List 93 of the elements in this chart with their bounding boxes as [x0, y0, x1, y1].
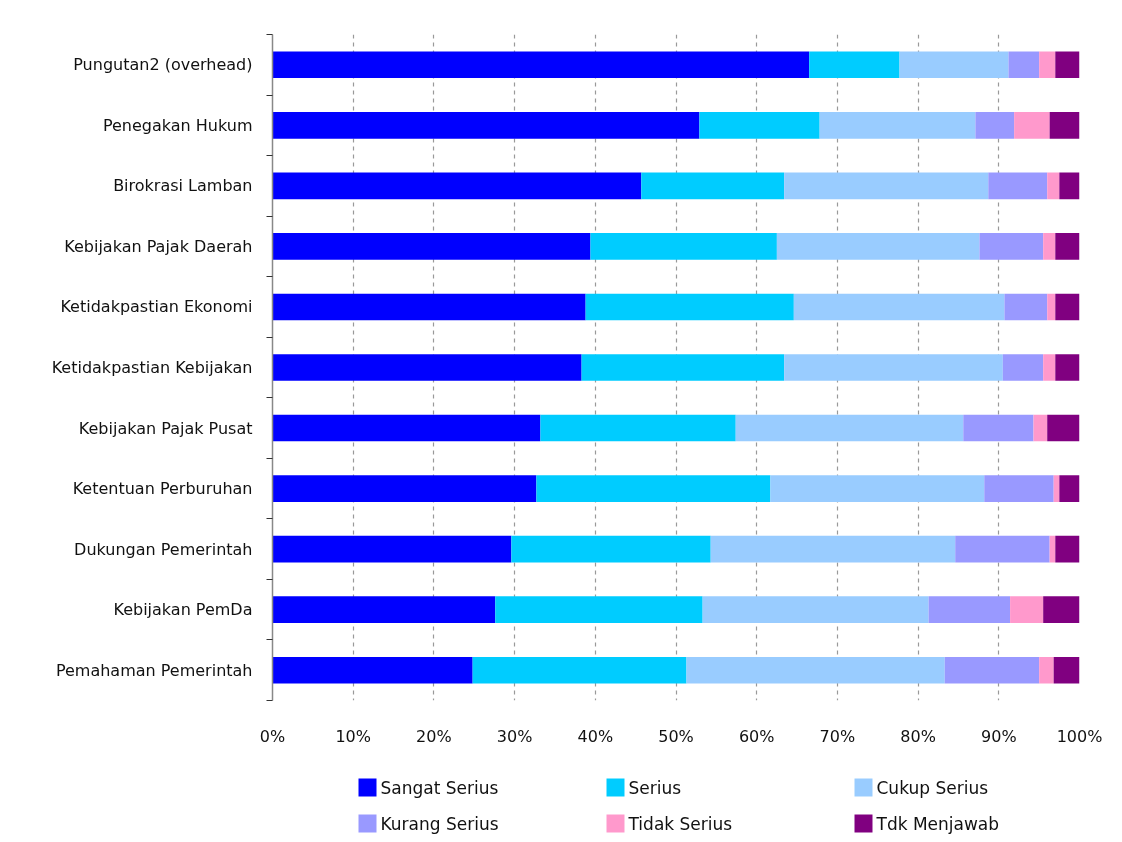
bar — [776, 233, 980, 260]
bar — [1055, 51, 1080, 79]
legend-label: Cukup Serius — [876, 777, 989, 798]
bar — [272, 414, 541, 442]
legend-label: Sangat Serius — [380, 777, 499, 798]
bar — [784, 354, 1003, 381]
bar — [975, 112, 1015, 139]
x-tick-label: 10% — [335, 726, 371, 746]
bar — [511, 535, 711, 563]
bar — [770, 475, 985, 502]
bar — [272, 535, 512, 563]
bar — [540, 414, 736, 442]
y-tick-label: Kebijakan Pajak Daerah — [64, 236, 253, 256]
x-tick-label: 70% — [819, 726, 856, 746]
bar — [272, 233, 591, 260]
bar — [272, 172, 642, 200]
bar — [1008, 51, 1040, 79]
bar — [1047, 414, 1080, 442]
bar — [1047, 172, 1060, 200]
bar — [686, 656, 945, 684]
legend-label: Tidak Serius — [627, 813, 733, 834]
bar — [809, 51, 900, 79]
bar — [641, 172, 785, 200]
bar — [272, 596, 496, 623]
bar — [581, 354, 785, 381]
bar — [1033, 414, 1048, 442]
bar — [272, 475, 537, 502]
x-tick-label: 40% — [577, 726, 614, 746]
bar — [272, 656, 473, 684]
y-tick-label: Dukungan Pemerintah — [74, 539, 253, 559]
y-tick-label: Kebijakan Pajak Pusat — [78, 418, 253, 438]
bar — [984, 475, 1054, 502]
bar — [1055, 354, 1080, 381]
bar — [272, 51, 810, 79]
y-tick-label: Ketidakpastian Kebijakan — [51, 358, 253, 377]
bar — [495, 596, 703, 623]
bar — [899, 51, 1009, 79]
x-tick-label: 90% — [981, 726, 1017, 746]
bar — [1055, 293, 1080, 321]
bar — [1002, 354, 1044, 381]
bar — [979, 233, 1044, 260]
x-tick-label: 30% — [496, 726, 533, 746]
bar — [536, 475, 771, 502]
bar — [1059, 475, 1080, 502]
x-tick-label: 50% — [658, 726, 694, 746]
x-tick-label: 60% — [738, 726, 775, 746]
y-tick-label: Penegakan Hukum — [102, 115, 253, 135]
bar — [472, 656, 687, 684]
bar — [702, 596, 929, 623]
bar — [1004, 293, 1048, 321]
bar — [1039, 51, 1056, 79]
bar — [1059, 172, 1080, 200]
y-tick-label: Ketidakpastian Ekonomi — [60, 297, 253, 317]
bar — [1055, 535, 1080, 563]
bar — [1053, 475, 1060, 502]
bar — [1043, 596, 1080, 623]
bar — [1049, 112, 1080, 139]
bar — [928, 596, 1011, 623]
bar — [944, 656, 1040, 684]
bar — [793, 293, 1005, 321]
bar — [735, 414, 964, 442]
bar — [1014, 112, 1050, 139]
bar — [272, 354, 582, 381]
y-tick-label: Pungutan2 (overhead) — [73, 55, 253, 75]
x-tick-label: 100% — [1056, 726, 1103, 746]
bar — [590, 233, 777, 260]
bar — [1039, 656, 1054, 684]
bar — [1053, 656, 1080, 684]
y-tick-label: Birokrasi Lamban — [113, 176, 253, 196]
bar — [819, 112, 976, 139]
bar — [1010, 596, 1044, 623]
x-tick-label: 0% — [259, 726, 286, 746]
bar — [1055, 233, 1080, 260]
x-tick-label: 20% — [416, 726, 452, 746]
y-tick-label: Kebijakan PemDa — [113, 600, 253, 620]
bar — [1043, 354, 1056, 381]
bar — [784, 172, 989, 200]
bar — [710, 535, 956, 563]
x-tick-label: 80% — [900, 726, 936, 746]
bar — [272, 112, 700, 139]
bar — [955, 535, 1050, 563]
y-tick-label: Pemahaman Pemerintah — [55, 660, 253, 680]
bar — [272, 293, 586, 321]
legend-label: Tdk Menjawab — [875, 813, 1000, 834]
legend-label: Kurang Serius — [380, 813, 499, 834]
bar — [988, 172, 1048, 200]
bar — [963, 414, 1034, 442]
bar — [699, 112, 820, 139]
bar — [585, 293, 794, 321]
y-tick-label: Ketentuan Perburuhan — [72, 479, 253, 499]
bar — [1043, 233, 1056, 260]
legend-label: Serius — [628, 777, 682, 798]
bar — [1047, 293, 1056, 321]
